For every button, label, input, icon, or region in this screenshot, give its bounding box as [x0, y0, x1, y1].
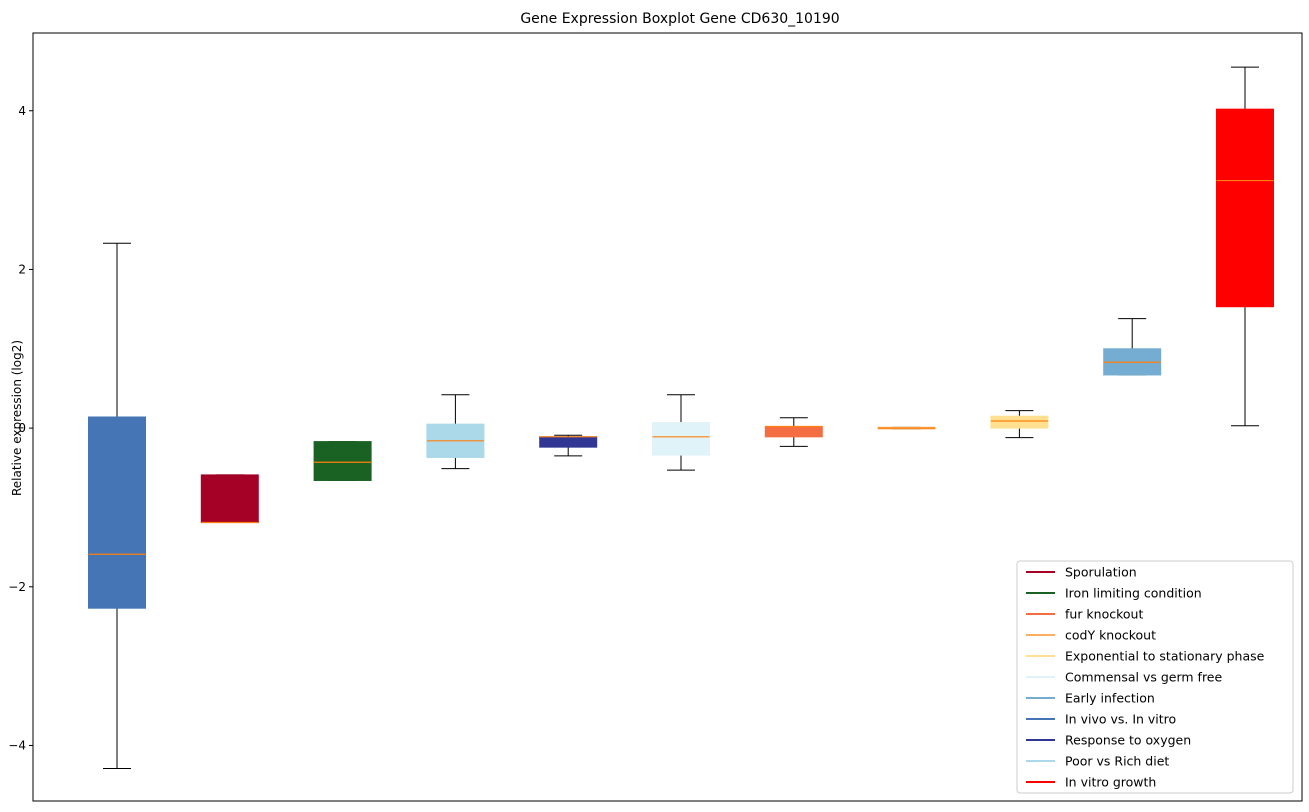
box-11 [1216, 66, 1274, 427]
legend-item: In vivo vs. In vitro [1026, 712, 1176, 727]
box-body [313, 441, 372, 481]
legend-frame [1016, 560, 1294, 794]
box-body [200, 474, 259, 524]
box-10 [1103, 318, 1162, 376]
legend-item: fur knockout [1026, 607, 1143, 622]
box-body [1216, 108, 1274, 308]
legend-item: Response to oxygen [1026, 733, 1191, 748]
legend-label: Early infection [1065, 691, 1155, 706]
y-axis-ticks: 4 2 0 −2 −4 [8, 104, 33, 752]
legend: Sporulation Iron limiting condition fur kn… [1016, 560, 1294, 794]
legend-item: Early infection [1026, 691, 1155, 706]
legend-label: Iron limiting condition [1065, 586, 1202, 601]
legend-item: Commensal vs germ free [1026, 670, 1222, 685]
box-2 [200, 474, 259, 524]
y-tick-label: 0 [18, 421, 26, 435]
legend-item: In vitro growth [1026, 775, 1156, 790]
legend-label: Commensal vs germ free [1065, 670, 1222, 685]
y-tick-label: −4 [8, 738, 26, 752]
legend-label: Response to oxygen [1065, 733, 1191, 748]
legend-item: codY knockout [1026, 628, 1156, 643]
legend-item: Iron limiting condition [1026, 586, 1202, 601]
box-6 [652, 394, 710, 471]
legend-label: In vitro growth [1065, 775, 1156, 790]
legend-item: Sporulation [1026, 565, 1137, 580]
box-body [990, 415, 1049, 429]
box-body [539, 436, 598, 448]
y-tick-label: 4 [18, 104, 26, 118]
legend-label: Poor vs Rich diet [1065, 754, 1169, 769]
legend-label: fur knockout [1065, 607, 1143, 622]
y-axis-label: Relative expression (log2) [10, 340, 24, 496]
plot-area-frame [32, 32, 1303, 802]
legend-label: Sporulation [1065, 565, 1137, 580]
legend-label: In vivo vs. In vitro [1065, 712, 1176, 727]
box-body [764, 426, 823, 438]
legend-label: codY knockout [1065, 628, 1156, 643]
box-1 [88, 242, 146, 769]
box-3 [313, 441, 372, 481]
box-4 [426, 394, 485, 470]
legend-label: Exponential to stationary phase [1065, 649, 1265, 664]
box-5 [539, 434, 598, 457]
box-body [652, 422, 710, 456]
y-tick-label: −2 [8, 580, 26, 594]
box-body [88, 416, 146, 609]
legend-item: Exponential to stationary phase [1026, 649, 1265, 664]
chart-title: Gene Expression Boxplot Gene CD630_10190 [520, 11, 839, 27]
legend-item: Poor vs Rich diet [1026, 754, 1169, 769]
box-7 [764, 417, 823, 447]
box-9 [990, 410, 1049, 439]
y-tick-label: 2 [18, 262, 26, 276]
boxes-group [88, 66, 1274, 769]
box-8 [877, 426, 936, 430]
